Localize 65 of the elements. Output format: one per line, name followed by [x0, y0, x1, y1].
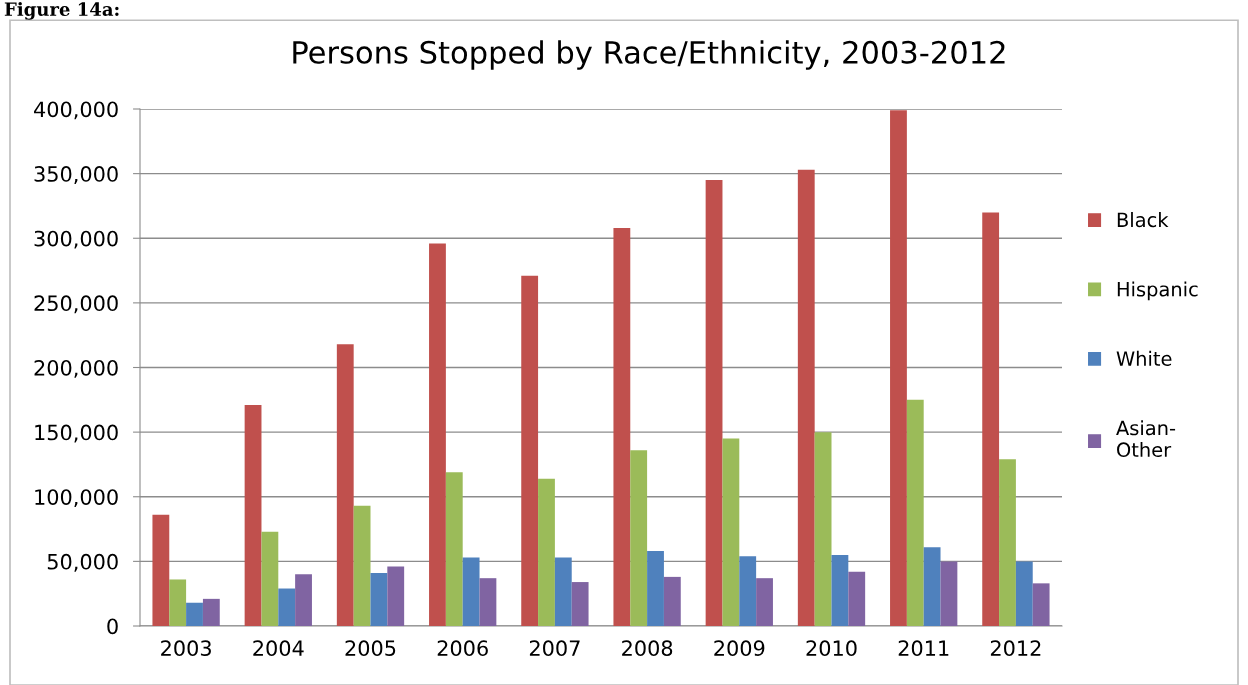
bar: [152, 514, 170, 626]
bar: [479, 578, 497, 626]
legend-label: Black: [1117, 212, 1169, 228]
bar: [705, 180, 723, 626]
bar: [538, 478, 555, 626]
bar: [999, 459, 1016, 626]
bar: [462, 557, 480, 626]
bar: [722, 438, 740, 626]
bar: [387, 566, 405, 626]
bar: [169, 579, 187, 626]
legend-label: White: [1116, 350, 1172, 366]
y-tick-label: 300,000: [34, 230, 118, 249]
bar: [613, 227, 631, 626]
bar: [336, 344, 354, 626]
bar: [261, 531, 279, 626]
bar: [202, 598, 220, 626]
bar: [571, 582, 589, 626]
bar: [831, 554, 849, 626]
x-tick-label: 2005: [345, 640, 396, 657]
bar: [554, 557, 572, 626]
bar: [848, 571, 866, 626]
x-tick-label: 2010: [806, 640, 857, 657]
bar: [739, 556, 757, 626]
y-tick-label: 150,000: [35, 424, 118, 443]
bar: [906, 399, 924, 626]
y-tick-label: 50,000: [47, 553, 118, 572]
bar: [186, 602, 203, 626]
legend-label: Asian- Other: [1116, 420, 1176, 458]
bar: [814, 432, 832, 626]
y-tick-label: 0: [107, 618, 118, 635]
bar: [647, 551, 664, 626]
bar: [278, 588, 296, 626]
x-tick-label: 2008: [622, 640, 673, 657]
x-tick-label: 2012: [990, 640, 1041, 657]
bar: [1015, 561, 1033, 626]
x-tick-label: 2003: [161, 640, 211, 657]
bar: [445, 472, 463, 626]
bar: [797, 169, 815, 626]
x-tick-label: 2007: [529, 640, 580, 657]
caption: Figure 14a:: [4, 2, 119, 20]
y-tick-label: 250,000: [34, 295, 118, 314]
bar: [353, 505, 371, 626]
bar: [1032, 583, 1050, 626]
bar: [923, 547, 941, 626]
x-tick-label: 2006: [437, 640, 488, 657]
bar: [370, 573, 388, 626]
bar: [982, 212, 1000, 626]
chart-title: Persons Stopped by Race/Ethnicity, 2003-2012: [293, 40, 1005, 70]
bar: [756, 578, 773, 626]
y-tick-label: 400,000: [34, 101, 118, 120]
y-tick-label: 100,000: [35, 489, 118, 508]
bar: [663, 576, 681, 626]
bar: [890, 110, 907, 626]
bar: [295, 574, 312, 626]
bar: [940, 561, 958, 626]
x-tick-label: 2011: [898, 640, 949, 657]
bar: [244, 404, 262, 626]
x-tick-label: 2004: [253, 640, 304, 657]
y-tick-label: 350,000: [34, 166, 118, 184]
legend-label: Hispanic: [1117, 281, 1198, 301]
bar: [521, 275, 539, 626]
bar: [429, 243, 446, 626]
x-tick-label: 2009: [714, 640, 765, 657]
y-tick-label: 200,000: [34, 359, 118, 378]
bar: [630, 450, 648, 626]
